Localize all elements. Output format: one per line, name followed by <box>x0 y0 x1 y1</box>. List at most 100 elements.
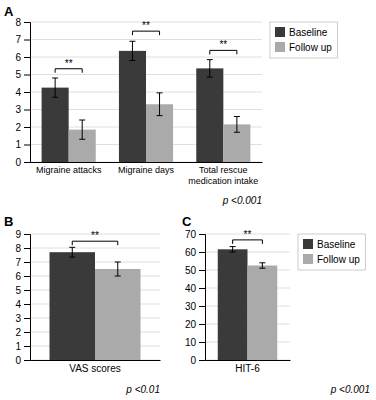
tick-label-line: Migraine days <box>118 165 175 175</box>
tick: 50 <box>185 265 205 276</box>
tick-label: Migraine attacks <box>36 165 102 175</box>
tick-label: 0 <box>190 355 196 366</box>
legend-swatch <box>275 42 285 52</box>
bar <box>119 51 146 162</box>
tick-label: 20 <box>185 319 197 330</box>
tick-label-line: Total rescue <box>199 165 248 175</box>
error-bar <box>69 247 75 257</box>
tick-mark <box>199 342 205 343</box>
tick-mark <box>199 324 205 325</box>
tick-mark <box>199 270 205 271</box>
error-bar <box>79 120 85 139</box>
tick-label: 3 <box>15 313 21 324</box>
tick-label: 5 <box>15 69 21 80</box>
bar <box>95 269 141 360</box>
significance-text: ** <box>244 229 252 240</box>
tick: 9 <box>15 229 30 240</box>
tick: 4 <box>15 87 30 98</box>
x-axis: Migraine attacks Migraine days Total rescu… <box>31 163 263 186</box>
significance-bracket <box>233 240 263 244</box>
significance-bracket <box>210 50 237 54</box>
legend-items: Baseline Follow up <box>275 27 332 53</box>
legend-items: BaselineFollow up <box>303 239 360 265</box>
tick-label: 0 <box>15 355 21 366</box>
tick-label: 5 <box>15 285 21 296</box>
annotations: ** <box>233 229 263 244</box>
legend: Baseline Follow up <box>270 22 337 58</box>
tick-label: Migraine days <box>118 165 175 175</box>
tick: 5 <box>15 69 30 80</box>
tick-label: HIT-6 <box>235 363 260 374</box>
tick-label: Total rescuemedication intake <box>188 165 258 185</box>
tick: 70 <box>185 229 205 240</box>
grid <box>205 234 290 360</box>
legend-swatch <box>303 239 313 249</box>
tick-mark <box>24 262 30 263</box>
tick-label: 50 <box>185 265 197 276</box>
tick-label: 60 <box>185 247 197 258</box>
error-bar <box>207 60 213 78</box>
legend-swatch <box>275 27 285 37</box>
tick-label: 30 <box>185 301 197 312</box>
error-bar <box>259 263 265 268</box>
tick-mark <box>24 248 30 249</box>
tick: 60 <box>185 247 205 258</box>
panel-label: A <box>4 4 14 19</box>
y-axis: 010203040506070 <box>185 229 206 366</box>
tick-mark <box>24 318 30 319</box>
error-bar <box>230 247 236 252</box>
tick-mark <box>24 360 30 361</box>
bar <box>196 68 223 162</box>
significance-text: ** <box>219 39 227 50</box>
tick-mark <box>24 22 30 23</box>
tick-mark <box>24 110 30 111</box>
tick-label: 8 <box>15 17 21 28</box>
tick-mark <box>24 332 30 333</box>
tick: 6 <box>15 52 30 63</box>
p-value: p <0.001 <box>330 384 370 395</box>
significance-bracket <box>132 31 159 35</box>
axis-line <box>31 360 161 361</box>
tick-mark <box>24 304 30 305</box>
significance-text: ** <box>142 20 150 31</box>
plot-area <box>42 41 251 162</box>
tick-mark <box>24 162 30 163</box>
bar <box>248 266 278 361</box>
tick-label: 70 <box>185 229 197 240</box>
tick-label-line: medication intake <box>188 176 258 186</box>
legend-frame <box>270 22 337 58</box>
tick: Total rescuemedication intake <box>188 165 258 185</box>
tick-label: 1 <box>15 139 21 150</box>
error-bar <box>129 41 135 60</box>
tick: Migraine days <box>118 165 175 175</box>
tick-label: 40 <box>185 283 197 294</box>
tick: 7 <box>15 257 30 268</box>
tick-mark <box>24 57 30 58</box>
tick: 2 <box>15 122 30 133</box>
tick: 2 <box>15 327 30 338</box>
tick: 0 <box>190 355 205 366</box>
plot-area <box>50 247 141 360</box>
tick-mark <box>199 306 205 307</box>
tick: 3 <box>15 313 30 324</box>
tick-mark <box>199 360 205 361</box>
tick: 0 <box>15 157 30 168</box>
p-value: p <0.01 <box>125 384 160 395</box>
grid-line <box>30 248 160 249</box>
legend-item: Follow up <box>275 42 332 53</box>
panel: 0123456789VAS scores** <box>15 229 160 374</box>
tick-label: 2 <box>15 122 21 133</box>
tick-label: 8 <box>15 243 21 254</box>
tick: 30 <box>185 301 205 312</box>
tick: 7 <box>15 34 30 45</box>
tick-mark <box>24 145 30 146</box>
legend-item: Baseline <box>275 27 328 38</box>
tick-label: 4 <box>15 87 21 98</box>
tick: 1 <box>15 139 30 150</box>
legend-item: Follow up <box>303 254 360 265</box>
x-axis: HIT-6 <box>206 361 291 375</box>
tick-mark <box>24 234 30 235</box>
p-value: p <0.001 <box>222 195 262 206</box>
tick-label: 0 <box>15 157 21 168</box>
tick-label: 2 <box>15 327 21 338</box>
